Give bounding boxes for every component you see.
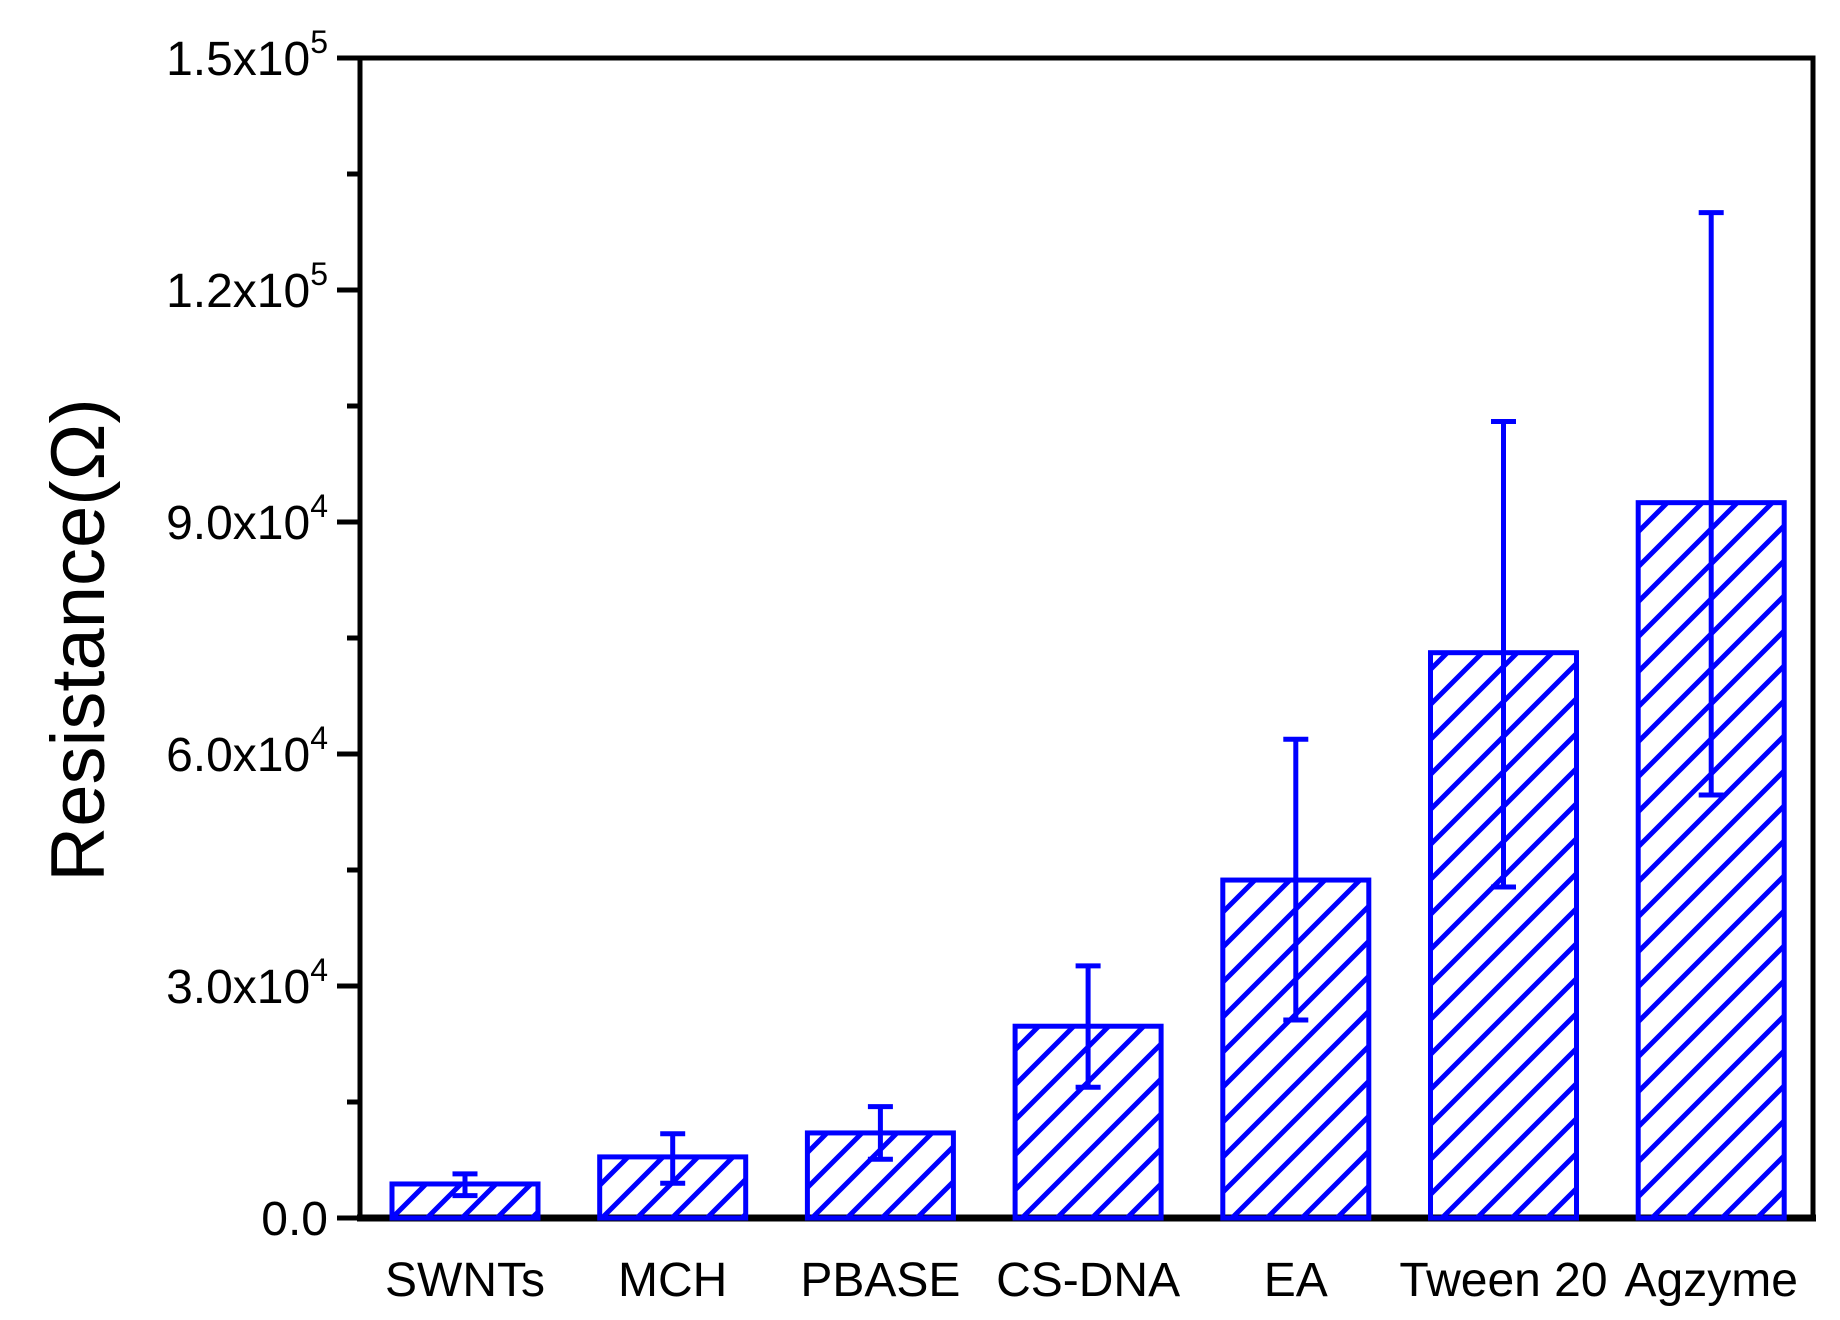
- x-category-label: Tween 20: [1399, 1254, 1607, 1307]
- y-tick-label: 3.0x104: [166, 952, 328, 1014]
- y-tick-label: 6.0x104: [166, 720, 328, 782]
- x-category-label: Agzyme: [1625, 1254, 1798, 1307]
- y-tick-label: 0.0: [261, 1193, 328, 1246]
- x-category-label: SWNTs: [385, 1254, 545, 1307]
- y-tick-label: 1.2x105: [166, 256, 328, 318]
- y-tick-label: 9.0x104: [166, 488, 328, 550]
- x-category-label: MCH: [618, 1254, 727, 1307]
- y-axis-title: Resistance(Ω): [36, 398, 121, 881]
- x-category-label: CS-DNA: [996, 1254, 1180, 1307]
- x-category-label: EA: [1264, 1254, 1328, 1307]
- y-tick-label: 1.5x105: [166, 24, 328, 86]
- x-category-label: PBASE: [800, 1254, 960, 1307]
